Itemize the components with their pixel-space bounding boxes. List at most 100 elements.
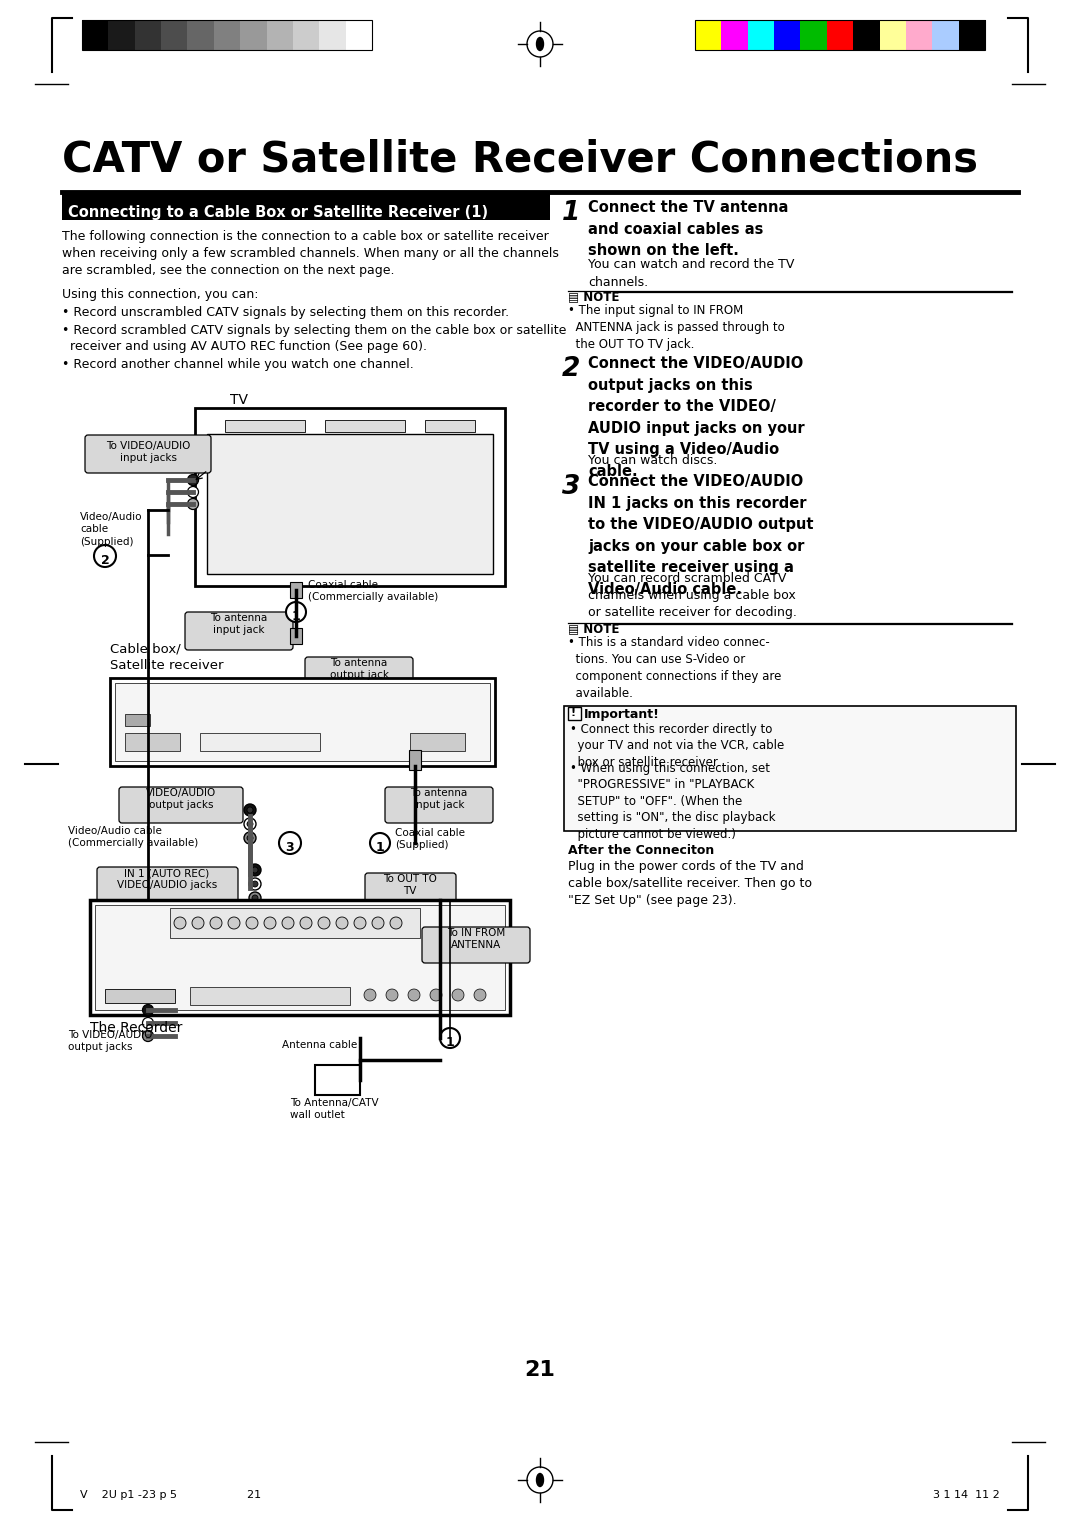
- Text: Coaxial cable
(Commercially available): Coaxial cable (Commercially available): [308, 581, 438, 602]
- Bar: [95, 905, 505, 1010]
- FancyBboxPatch shape: [185, 613, 293, 649]
- Bar: [932, 20, 959, 50]
- Text: To IN FROM
ANTENNA: To IN FROM ANTENNA: [447, 927, 505, 950]
- Circle shape: [244, 817, 256, 830]
- Text: V    2U p1 -23 p 5                    21: V 2U p1 -23 p 5 21: [80, 1490, 261, 1500]
- Text: ▤ NOTE: ▤ NOTE: [568, 290, 619, 303]
- Circle shape: [94, 545, 116, 567]
- Circle shape: [264, 917, 276, 929]
- Bar: [62, 193, 550, 220]
- Circle shape: [143, 1004, 153, 1016]
- FancyBboxPatch shape: [305, 657, 413, 695]
- Circle shape: [453, 989, 464, 1001]
- Circle shape: [430, 989, 442, 1001]
- Bar: [568, 707, 581, 720]
- Text: The Recorder: The Recorder: [90, 1021, 183, 1034]
- Bar: [105, 989, 175, 1002]
- Bar: [214, 20, 241, 50]
- Text: 3: 3: [286, 840, 295, 854]
- Circle shape: [247, 834, 253, 840]
- Text: ▤ NOTE: ▤ NOTE: [568, 622, 619, 636]
- Bar: [747, 20, 774, 50]
- Bar: [200, 733, 320, 750]
- Text: Using this connection, you can:: Using this connection, you can:: [62, 287, 258, 301]
- FancyBboxPatch shape: [384, 787, 492, 824]
- Bar: [800, 20, 827, 50]
- Circle shape: [354, 917, 366, 929]
- Text: • The input signal to IN FROM
  ANTENNA jack is passed through to
  the OUT TO T: • The input signal to IN FROM ANTENNA ja…: [568, 304, 785, 351]
- Bar: [721, 20, 748, 50]
- Text: To antenna
output jack: To antenna output jack: [329, 659, 389, 680]
- Circle shape: [188, 475, 199, 486]
- Text: 1: 1: [446, 1036, 455, 1050]
- Text: 1: 1: [376, 840, 384, 854]
- Text: To Antenna/CATV
wall outlet: To Antenna/CATV wall outlet: [291, 1099, 379, 1120]
- Text: You can record scrambled CATV
channels when using a cable box
or satellite recei: You can record scrambled CATV channels w…: [588, 571, 797, 619]
- Bar: [267, 20, 294, 50]
- Bar: [190, 987, 350, 1005]
- Circle shape: [372, 917, 384, 929]
- Bar: [170, 908, 420, 938]
- Circle shape: [474, 989, 486, 1001]
- Bar: [114, 683, 490, 761]
- Text: To antenna
input jack: To antenna input jack: [211, 613, 268, 636]
- Circle shape: [282, 917, 294, 929]
- FancyBboxPatch shape: [365, 872, 456, 909]
- Circle shape: [370, 833, 390, 853]
- Text: are scrambled, see the connection on the next page.: are scrambled, see the connection on the…: [62, 264, 394, 277]
- Circle shape: [192, 917, 204, 929]
- FancyBboxPatch shape: [119, 787, 243, 824]
- Bar: [774, 20, 801, 50]
- Circle shape: [408, 989, 420, 1001]
- Bar: [853, 20, 880, 50]
- Bar: [879, 20, 906, 50]
- Circle shape: [279, 833, 301, 854]
- Text: receiver and using AV AUTO REC function (See page 60).: receiver and using AV AUTO REC function …: [62, 341, 427, 353]
- Text: !: !: [570, 707, 576, 718]
- Text: Connect the VIDEO/AUDIO
output jacks on this
recorder to the VIDEO/
AUDIO input : Connect the VIDEO/AUDIO output jacks on …: [588, 356, 805, 478]
- Text: when receiving only a few scrambled channels. When many or all the channels: when receiving only a few scrambled chan…: [62, 248, 558, 260]
- Bar: [315, 1065, 360, 1096]
- Text: CATV or Satellite Receiver Connections: CATV or Satellite Receiver Connections: [62, 138, 978, 180]
- Circle shape: [143, 1030, 153, 1042]
- Bar: [240, 20, 267, 50]
- Circle shape: [286, 602, 306, 622]
- Bar: [696, 20, 985, 50]
- Ellipse shape: [537, 38, 543, 50]
- FancyBboxPatch shape: [422, 927, 530, 963]
- Circle shape: [244, 833, 256, 843]
- Circle shape: [440, 1028, 460, 1048]
- Bar: [291, 628, 302, 643]
- Circle shape: [252, 895, 258, 902]
- Circle shape: [300, 917, 312, 929]
- Text: You can watch and record the TV
channels.: You can watch and record the TV channels…: [588, 258, 795, 289]
- FancyBboxPatch shape: [85, 435, 211, 474]
- Bar: [564, 706, 1016, 831]
- Bar: [346, 20, 373, 50]
- Bar: [135, 20, 162, 50]
- Bar: [696, 20, 721, 50]
- Text: 2: 2: [562, 356, 580, 382]
- Text: Cable box/
Satellite receiver: Cable box/ Satellite receiver: [110, 642, 224, 672]
- Text: Video/Audio cable
(Commercially available): Video/Audio cable (Commercially availabl…: [68, 827, 199, 848]
- Text: • Record unscrambled CATV signals by selecting them on this recorder.: • Record unscrambled CATV signals by sel…: [62, 306, 509, 319]
- Text: • Connect this recorder directly to
  your TV and not via the VCR, cable
  box o: • Connect this recorder directly to your…: [570, 723, 784, 769]
- Bar: [959, 20, 986, 50]
- Circle shape: [247, 807, 253, 813]
- Text: After the Conneciton: After the Conneciton: [568, 843, 714, 857]
- Text: 2: 2: [100, 555, 109, 567]
- Bar: [90, 900, 510, 1015]
- Circle shape: [249, 863, 261, 876]
- Circle shape: [247, 821, 253, 827]
- Circle shape: [228, 917, 240, 929]
- Ellipse shape: [537, 1473, 543, 1487]
- Bar: [161, 20, 188, 50]
- Text: • This is a standard video connec-
  tions. You can use S-Video or
  component c: • This is a standard video connec- tions…: [568, 636, 781, 700]
- Bar: [82, 20, 109, 50]
- Circle shape: [364, 989, 376, 1001]
- Circle shape: [336, 917, 348, 929]
- Text: TV: TV: [230, 393, 248, 406]
- Text: 3 1 14  11 2: 3 1 14 11 2: [933, 1490, 1000, 1500]
- Text: Coaxial cable
(Supplied): Coaxial cable (Supplied): [395, 828, 465, 851]
- Bar: [426, 420, 475, 432]
